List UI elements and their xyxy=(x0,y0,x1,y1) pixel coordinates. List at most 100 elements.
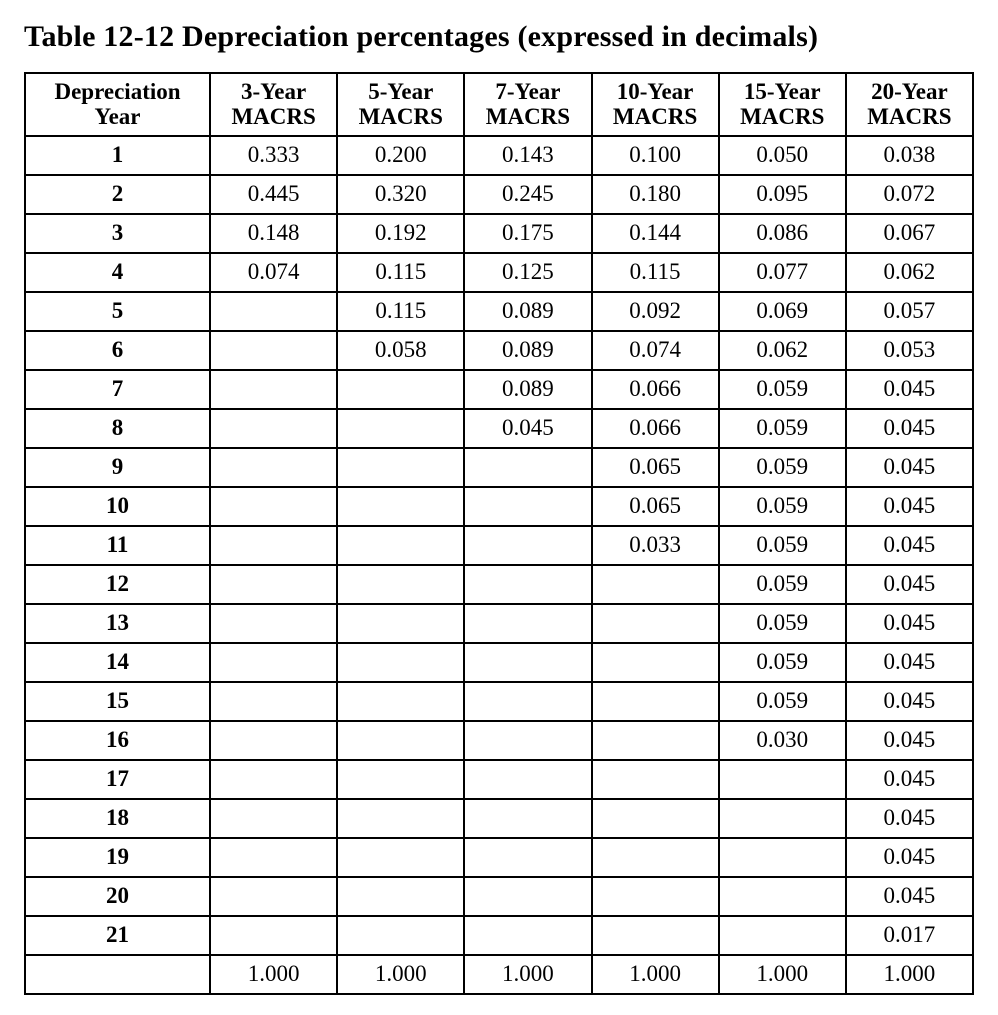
value-cell xyxy=(337,916,464,955)
table-row: 50.1150.0890.0920.0690.057 xyxy=(25,292,973,331)
value-cell xyxy=(210,799,337,838)
value-cell xyxy=(210,604,337,643)
value-cell: 0.059 xyxy=(719,643,846,682)
year-cell: 14 xyxy=(25,643,210,682)
table-row: 60.0580.0890.0740.0620.053 xyxy=(25,331,973,370)
table-body: 10.3330.2000.1430.1000.0500.03820.4450.3… xyxy=(25,136,973,994)
value-cell xyxy=(464,643,591,682)
table-row: 80.0450.0660.0590.045 xyxy=(25,409,973,448)
value-cell xyxy=(592,643,719,682)
year-cell: 21 xyxy=(25,916,210,955)
value-cell xyxy=(210,682,337,721)
table-row: 160.0300.045 xyxy=(25,721,973,760)
value-cell xyxy=(719,916,846,955)
value-cell: 0.100 xyxy=(592,136,719,175)
year-cell: 11 xyxy=(25,526,210,565)
col-header-15yr-line1: 15-Year xyxy=(744,79,821,104)
value-cell xyxy=(719,760,846,799)
value-cell: 0.115 xyxy=(337,253,464,292)
col-header-15yr-line2: MACRS xyxy=(740,104,824,129)
value-cell: 0.045 xyxy=(846,721,973,760)
table-row: 150.0590.045 xyxy=(25,682,973,721)
col-header-year-line1: Depreciation xyxy=(54,79,180,104)
year-cell: 6 xyxy=(25,331,210,370)
value-cell xyxy=(464,760,591,799)
value-cell xyxy=(464,682,591,721)
value-cell xyxy=(464,526,591,565)
table-row: 30.1480.1920.1750.1440.0860.067 xyxy=(25,214,973,253)
value-cell xyxy=(719,877,846,916)
col-header-5yr-line2: MACRS xyxy=(359,104,443,129)
table-row: 170.045 xyxy=(25,760,973,799)
year-cell: 1 xyxy=(25,136,210,175)
table-row: 40.0740.1150.1250.1150.0770.062 xyxy=(25,253,973,292)
table-row: 14 0.0590.045 xyxy=(25,643,973,682)
value-cell: 0.045 xyxy=(846,526,973,565)
value-cell xyxy=(719,799,846,838)
value-cell: 0.115 xyxy=(337,292,464,331)
total-cell: 1.000 xyxy=(719,955,846,994)
value-cell: 0.089 xyxy=(464,292,591,331)
value-cell: 0.067 xyxy=(846,214,973,253)
value-cell: 0.125 xyxy=(464,253,591,292)
value-cell: 0.045 xyxy=(846,604,973,643)
value-cell: 0.053 xyxy=(846,331,973,370)
total-cell: 1.000 xyxy=(464,955,591,994)
table-row: 20.4450.3200.2450.1800.0950.072 xyxy=(25,175,973,214)
table-row: 120.0590.045 xyxy=(25,565,973,604)
col-header-3yr-line1: 3-Year xyxy=(241,79,306,104)
value-cell xyxy=(464,877,591,916)
total-cell: 1.000 xyxy=(337,955,464,994)
value-cell: 0.045 xyxy=(464,409,591,448)
value-cell: 0.092 xyxy=(592,292,719,331)
value-cell xyxy=(464,448,591,487)
year-cell: 3 xyxy=(25,214,210,253)
table-title: Table 12-12 Depreciation percentages (ex… xyxy=(24,20,974,54)
year-cell: 9 xyxy=(25,448,210,487)
value-cell xyxy=(337,448,464,487)
value-cell xyxy=(210,760,337,799)
value-cell xyxy=(592,916,719,955)
value-cell: 0.066 xyxy=(592,409,719,448)
year-cell: 5 xyxy=(25,292,210,331)
year-cell: 2 xyxy=(25,175,210,214)
table-row: 130.0590.045 xyxy=(25,604,973,643)
value-cell: 0.086 xyxy=(719,214,846,253)
value-cell: 0.045 xyxy=(846,682,973,721)
year-cell: 13 xyxy=(25,604,210,643)
value-cell xyxy=(210,331,337,370)
col-header-5yr: 5-Year MACRS xyxy=(337,73,464,136)
value-cell: 0.143 xyxy=(464,136,591,175)
col-header-year: Depreciation Year xyxy=(25,73,210,136)
value-cell: 0.180 xyxy=(592,175,719,214)
value-cell xyxy=(337,877,464,916)
depreciation-table: Depreciation Year 3-Year MACRS 5-Year MA… xyxy=(24,72,974,995)
col-header-3yr-line2: MACRS xyxy=(231,104,315,129)
value-cell xyxy=(337,682,464,721)
col-header-20yr: 20-Year MACRS xyxy=(846,73,973,136)
value-cell xyxy=(592,604,719,643)
value-cell: 0.089 xyxy=(464,370,591,409)
value-cell xyxy=(337,526,464,565)
value-cell xyxy=(337,409,464,448)
table-row: 180.045 xyxy=(25,799,973,838)
year-cell: 15 xyxy=(25,682,210,721)
value-cell: 0.045 xyxy=(846,643,973,682)
value-cell: 0.059 xyxy=(719,565,846,604)
value-cell xyxy=(210,487,337,526)
col-header-year-line2: Year xyxy=(95,104,141,129)
value-cell: 0.072 xyxy=(846,175,973,214)
table-row: 70.0890.0660.0590.045 xyxy=(25,370,973,409)
year-cell: 8 xyxy=(25,409,210,448)
value-cell: 0.200 xyxy=(337,136,464,175)
year-cell: 17 xyxy=(25,760,210,799)
value-cell: 0.057 xyxy=(846,292,973,331)
value-cell: 0.320 xyxy=(337,175,464,214)
total-cell: 1.000 xyxy=(846,955,973,994)
value-cell: 0.065 xyxy=(592,487,719,526)
value-cell: 0.144 xyxy=(592,214,719,253)
value-cell xyxy=(210,565,337,604)
value-cell xyxy=(464,916,591,955)
value-cell: 0.175 xyxy=(464,214,591,253)
year-cell: 16 xyxy=(25,721,210,760)
